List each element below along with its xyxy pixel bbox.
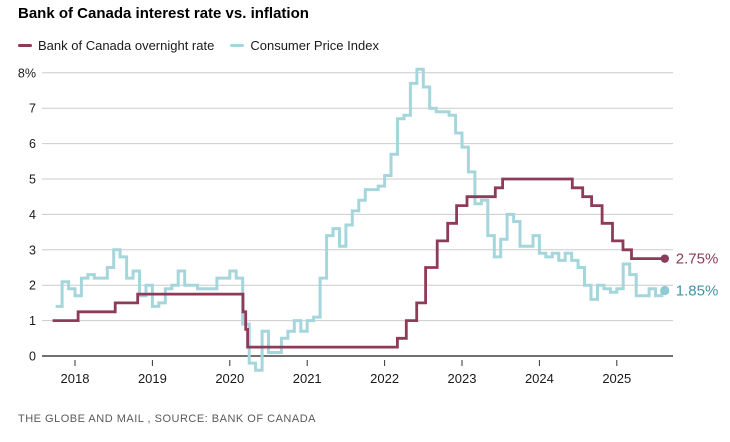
y-tick-label: 5	[29, 173, 36, 187]
x-tick-label: 2023	[448, 371, 477, 386]
x-tick-label: 2019	[138, 371, 167, 386]
y-tick-label: 2	[29, 279, 36, 293]
y-tick-label: 4	[29, 208, 36, 222]
x-tick-label: 2025	[602, 371, 631, 386]
overnight-rate-end-dot	[660, 254, 669, 263]
x-tick-label: 2024	[525, 371, 554, 386]
cpi-end-label: 1.85%	[676, 283, 719, 300]
overnight-rate-line	[52, 177, 665, 349]
cpi-end-dot	[660, 285, 670, 296]
x-tick-label: 2021	[293, 371, 322, 386]
source-credit: THE GLOBE AND MAIL , SOURCE: BANK OF CAN…	[18, 413, 316, 425]
x-tick-label: 2020	[215, 371, 244, 386]
legend-item-cpi: Consumer Price Index	[230, 38, 379, 53]
y-tick-label: 6	[29, 137, 36, 151]
y-tick-label: 8%	[18, 66, 36, 80]
y-tick-label: 0	[29, 350, 36, 364]
page-title: Bank of Canada interest rate vs. inflati…	[18, 5, 309, 22]
y-tick-label: 1	[29, 314, 36, 328]
y-tick-label: 3	[29, 243, 36, 257]
cpi-swatch-icon	[230, 43, 245, 48]
cpi-line	[55, 67, 665, 372]
overnight-rate-end-label: 2.75%	[676, 251, 719, 268]
overnight-rate-swatch-icon	[18, 43, 32, 48]
legend-label-overnight-rate: Bank of Canada overnight rate	[38, 38, 215, 53]
x-tick-label: 2018	[61, 371, 90, 386]
chart-legend: Bank of Canada overnight rate Consumer P…	[18, 38, 379, 53]
x-tick-label: 2022	[370, 371, 399, 386]
y-tick-label: 7	[29, 102, 36, 116]
legend-item-overnight-rate: Bank of Canada overnight rate	[18, 38, 214, 53]
legend-label-cpi: Consumer Price Index	[250, 38, 379, 53]
